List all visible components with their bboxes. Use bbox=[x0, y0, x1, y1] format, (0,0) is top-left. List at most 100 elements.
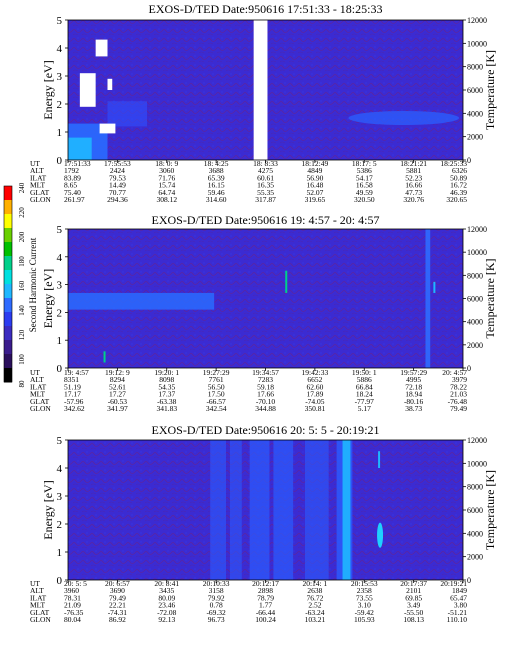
table-cell: 2358 bbox=[357, 586, 372, 595]
panel-title: EXOS-D/TED Date:950616 17:51:33 - 18:25:… bbox=[149, 2, 383, 16]
y-tick-label: 3 bbox=[57, 280, 63, 292]
table-cell: -66.57 bbox=[206, 397, 226, 406]
y-tick-label: 5 bbox=[57, 435, 63, 447]
table-cell: 80.09 bbox=[158, 593, 175, 602]
table-cell: 7283 bbox=[258, 375, 273, 384]
table-cell: 79.49 bbox=[109, 593, 126, 602]
table-cell: 52.61 bbox=[109, 382, 126, 391]
table-cell: 64.74 bbox=[158, 188, 175, 197]
colorbar-swatch bbox=[4, 270, 12, 285]
spike bbox=[103, 351, 106, 363]
y2-tick-label: 12000 bbox=[467, 225, 487, 234]
table-cell: -69.32 bbox=[206, 608, 226, 617]
table-cell: 62.60 bbox=[306, 382, 323, 391]
table-cell: 17.27 bbox=[109, 390, 126, 399]
table-cell: 344.88 bbox=[255, 404, 276, 413]
y2-tick-label: 4000 bbox=[467, 318, 483, 327]
table-cell: 17:51:33 bbox=[64, 159, 91, 168]
colorbar-tick-label: 120 bbox=[18, 329, 26, 340]
y-tick-label: 2 bbox=[57, 99, 63, 111]
y-tick-label: 4 bbox=[57, 43, 63, 55]
table-cell: 21.09 bbox=[64, 601, 81, 610]
y2-axis-label: Temperature [K] bbox=[483, 258, 497, 338]
table-cell: 4995 bbox=[406, 375, 421, 384]
table-cell: 16.58 bbox=[356, 181, 373, 190]
colorbar-swatch bbox=[4, 312, 12, 327]
y2-axis-label: Temperature [K] bbox=[483, 470, 497, 550]
table-cell: 8351 bbox=[64, 375, 79, 384]
colorbar-swatch bbox=[4, 354, 12, 369]
table-cell: 52.23 bbox=[405, 173, 422, 182]
table-cell: 66.84 bbox=[356, 382, 373, 391]
table-cell: 96.73 bbox=[208, 615, 225, 624]
table-cell: 65.39 bbox=[208, 173, 225, 182]
table-cell: 350.81 bbox=[305, 404, 326, 413]
table-row-label: UT bbox=[30, 368, 40, 377]
table-cell: 79.92 bbox=[208, 593, 225, 602]
table-cell: 19:20: 1 bbox=[154, 368, 179, 377]
table-cell: 3690 bbox=[110, 586, 125, 595]
table-cell: 18:21:21 bbox=[400, 159, 427, 168]
panel-title: EXOS-D/TED Date:950616 20: 5: 5 - 20:19:… bbox=[152, 423, 380, 437]
colorbar-tick-label: 180 bbox=[18, 256, 26, 267]
table-cell: 22.21 bbox=[109, 601, 126, 610]
table-cell: 16.66 bbox=[405, 181, 422, 190]
table-cell: 75.40 bbox=[64, 188, 81, 197]
table-row-label: GLON bbox=[30, 404, 51, 413]
colorbar-swatch bbox=[4, 340, 12, 355]
table-cell: 54.17 bbox=[356, 173, 373, 182]
panel-1: EXOS-D/TED Date:950616 17:51:33 - 18:25:… bbox=[30, 2, 497, 204]
table-cell: 69.85 bbox=[405, 593, 422, 602]
table-cell: 0.78 bbox=[210, 601, 223, 610]
table-cell: 18:12:49 bbox=[302, 159, 329, 168]
y-tick-label: 1 bbox=[57, 547, 63, 559]
table-cell: 50.89 bbox=[450, 173, 467, 182]
y2-tick-label: 0 bbox=[467, 156, 471, 165]
table-cell: -66.44 bbox=[256, 608, 276, 617]
table-cell: 319.65 bbox=[305, 195, 326, 204]
table-cell: -70.10 bbox=[256, 397, 276, 406]
y2-tick-label: 8000 bbox=[467, 271, 483, 280]
table-row-label: GLAT bbox=[30, 188, 50, 197]
table-cell: 19: 4:57 bbox=[64, 368, 89, 377]
table-cell: 92.13 bbox=[158, 615, 175, 624]
colorbar-swatch bbox=[4, 326, 12, 341]
table-cell: 100.24 bbox=[255, 615, 276, 624]
table-cell: 3.49 bbox=[407, 601, 420, 610]
table-cell: 56.50 bbox=[208, 382, 225, 391]
table-cell: 7761 bbox=[209, 375, 224, 384]
table-cell: 19:42:33 bbox=[302, 368, 329, 377]
colorbar-swatch bbox=[4, 298, 12, 313]
table-cell: 54.35 bbox=[158, 382, 175, 391]
table-cell: 65.47 bbox=[450, 593, 467, 602]
table-cell: 2898 bbox=[258, 586, 273, 595]
y-tick-label: 4 bbox=[57, 463, 63, 475]
y-tick-label: 0 bbox=[57, 363, 63, 375]
table-cell: 3158 bbox=[209, 586, 224, 595]
table-cell: 3960 bbox=[64, 586, 79, 595]
table-cell: 15.74 bbox=[158, 181, 175, 190]
table-row-label: ILAT bbox=[30, 173, 47, 182]
table-cell: 2101 bbox=[406, 586, 421, 595]
table-cell: 18:17: 5 bbox=[352, 159, 377, 168]
table-cell: 20: 6:57 bbox=[105, 579, 130, 588]
table-cell: 8294 bbox=[110, 375, 125, 384]
y2-tick-label: 10000 bbox=[467, 459, 487, 468]
table-cell: 320.50 bbox=[354, 195, 375, 204]
intensity-band bbox=[107, 101, 147, 127]
table-cell: 5.17 bbox=[358, 404, 371, 413]
table-cell: 78.31 bbox=[64, 593, 81, 602]
table-cell: 320.65 bbox=[446, 195, 467, 204]
y2-tick-label: 6000 bbox=[467, 506, 483, 515]
table-cell: -76.48 bbox=[448, 397, 468, 406]
panel-title: EXOS-D/TED Date:950616 19: 4:57 - 20: 4:… bbox=[152, 213, 380, 227]
colorbar-tick-label: 200 bbox=[18, 231, 26, 242]
table-cell: 3060 bbox=[159, 166, 174, 175]
table-cell: 78.79 bbox=[257, 593, 274, 602]
table-cell: 3979 bbox=[452, 375, 467, 384]
table-cell: 83.89 bbox=[64, 173, 81, 182]
table-cell: 20:10:33 bbox=[203, 579, 230, 588]
vertical-band bbox=[249, 440, 270, 580]
saturated-region bbox=[99, 123, 116, 134]
